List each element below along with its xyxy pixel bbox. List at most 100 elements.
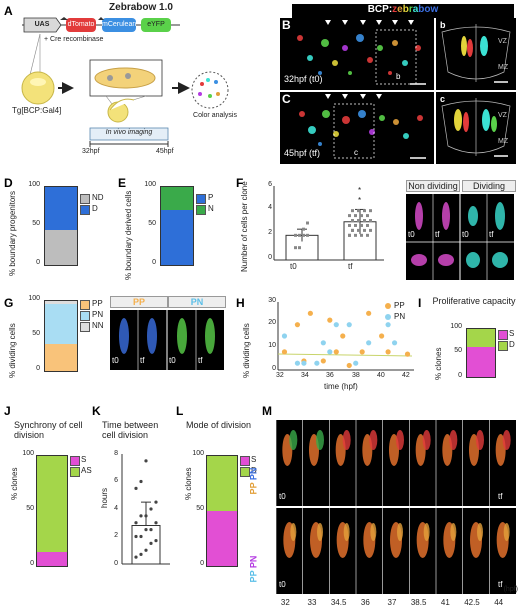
e-legend-p: P [208,193,214,202]
l-title: Mode of division [186,420,252,430]
f-point-tf [357,219,360,223]
f-chart [273,186,384,261]
f-cat-t0: t0 [290,262,297,271]
d-ylabel: % boundary progenitors [8,191,17,276]
k-point [144,528,148,532]
h-point-pn [391,340,398,346]
d-tick-50: 50 [32,220,40,227]
f-point-tf [348,233,351,237]
f-cat-tf: tf [348,262,353,271]
h-point-pn [327,349,333,355]
panel-label-f: F [236,176,244,190]
l-legend-s-swatch [240,456,250,466]
m-cell-second [449,430,458,450]
e-bar-frame [160,186,194,266]
h-xlabel: time (hpf) [324,382,358,391]
j-legend-s-swatch [70,456,80,466]
f-point-t0 [306,233,309,237]
h-legend-pn: PN [394,312,406,321]
k-point [154,500,158,504]
m-cell-second [290,523,297,541]
letter-b: b [402,4,409,15]
l-tick-50: 50 [196,505,204,512]
mcerulean-label: mCerulean [102,21,137,28]
f-point-tf [366,223,369,227]
panel-label-c: C [282,92,291,106]
i-bar-s [467,346,495,377]
k-point [154,521,158,525]
microscopy-b-inset: b VZ MZ [436,18,516,90]
g-legend-nn: NN [92,321,104,330]
letter-z: z [392,4,398,15]
m-cell-second [450,523,457,541]
l-legend-d: D [251,466,257,475]
m-cell-second [316,430,324,450]
h-legend-pp-dot [385,303,391,309]
f-point-tf [369,219,372,223]
g-micro-tf-a: tf [140,356,145,365]
schematic-diagram [21,17,190,147]
m-time-axis: 32 33 34.5 36 37 38.5 41 42.5 44 (hpf) [276,586,520,610]
m-cell-second [503,523,510,541]
d-bar-frame [44,186,78,266]
e-tick-100: 100 [144,181,156,188]
m-row2-t0: t0 [279,580,286,589]
f-point-t0 [294,233,297,237]
l-bar-frame [206,455,238,567]
color-analysis-icon [191,71,229,109]
f-point-tf [354,214,357,218]
h-legend-pp: PP [394,301,405,310]
d-legend-d: D [92,204,98,213]
h-point-pn [333,322,339,328]
c-time-label: 45hpf (tf) [284,148,321,158]
g-pn-header: PN [168,296,226,308]
m-row1-timelapse: t0 tf [276,420,516,506]
i-title: Proliferative capacity [432,296,516,306]
k-tick-8: 8 [114,450,118,457]
m-row2-label-b: PN [248,555,259,569]
k-point [139,534,143,539]
h-point-pn [385,322,391,328]
f-point-tf [363,219,366,223]
i-tick-0: 0 [458,372,462,379]
g-tick-100: 100 [28,295,40,302]
b-mz-label: MZ [498,64,509,71]
h-xtick-38: 38 [352,372,360,379]
g-micro-t0-a: t0 [112,356,119,365]
d-bar-nd [45,229,77,265]
f-point-tf [348,223,351,227]
f-point-t0 [298,246,301,250]
f-point-tf [369,209,372,213]
h-point-pp [340,333,346,339]
k-point [134,534,138,539]
e-tick-50: 50 [148,220,156,227]
m-time-label: 38.5 [410,598,427,607]
f-point-tf [366,214,369,218]
microscopy-b: 32hpf (t0) b [280,18,434,90]
h-point-pp [327,317,333,323]
m-cell-second [317,523,323,541]
g-tick-50: 50 [32,330,40,337]
k-point [139,479,143,484]
m-time-label: 44 [494,598,504,607]
m-row2-label: PP PN [248,508,274,594]
h-point-pp [307,310,313,316]
m-cell-second [423,523,430,541]
m-row2-timelapse: t0 tf [276,508,516,594]
m-row2-tf: tf [498,580,503,589]
f-point-tf [351,219,354,223]
f-point-tf [354,233,357,237]
d-legend-d-swatch [80,205,90,215]
h-xtick-34: 34 [301,372,309,379]
f-point-tf [354,223,357,227]
h-ytick-0: 0 [272,365,276,372]
g-micro-t0-b: t0 [169,356,176,365]
letter-r: r [408,4,413,15]
g-legend-pn-swatch [80,311,90,321]
h-point-pp [366,310,372,316]
m-row1-label-b: PN [248,467,259,481]
g-bar-nn [45,301,77,304]
m-cell-second [343,523,350,541]
microscopy-c-inset: c VZ MZ [436,92,516,164]
h-point-pp [385,349,391,355]
